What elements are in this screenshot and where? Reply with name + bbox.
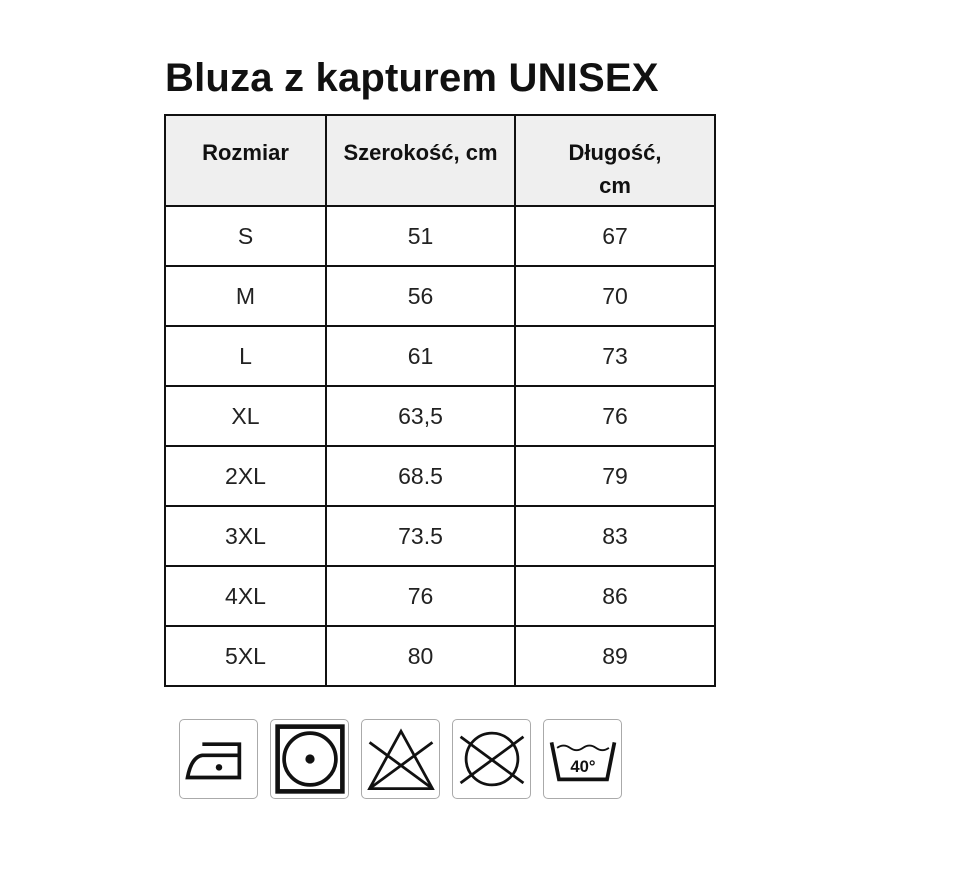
- cell-width: 68.5: [325, 445, 516, 507]
- care-icons: 40°: [179, 719, 622, 799]
- cell-width: 51: [325, 205, 516, 267]
- cell-length: 89: [514, 625, 716, 687]
- header-length: Długość, cm: [514, 114, 716, 207]
- header-length-label: Długość, cm: [568, 140, 662, 198]
- cell-size: XL: [164, 385, 327, 447]
- cell-length: 73: [514, 325, 716, 387]
- table-row: 2XL 68.5 79: [164, 445, 716, 507]
- cell-width: 56: [325, 265, 516, 327]
- cell-length: 83: [514, 505, 716, 567]
- cell-size: 5XL: [164, 625, 327, 687]
- cell-length: 70: [514, 265, 716, 327]
- do-not-bleach-icon: [361, 719, 440, 799]
- cell-size: L: [164, 325, 327, 387]
- cell-size: S: [164, 205, 327, 267]
- cell-size: 3XL: [164, 505, 327, 567]
- cell-width: 76: [325, 565, 516, 627]
- table-row: L 61 73: [164, 325, 716, 387]
- cell-size: M: [164, 265, 327, 327]
- table-row: 4XL 76 86: [164, 565, 716, 627]
- cell-length: 76: [514, 385, 716, 447]
- cell-width: 61: [325, 325, 516, 387]
- cell-width: 63,5: [325, 385, 516, 447]
- table-row: M 56 70: [164, 265, 716, 327]
- page-title: Bluza z kapturem UNISEX: [165, 56, 659, 100]
- header-size: Rozmiar: [164, 114, 327, 207]
- tumble-dry-icon: [270, 719, 349, 799]
- cell-width: 73.5: [325, 505, 516, 567]
- cell-length: 79: [514, 445, 716, 507]
- table-row: 5XL 80 89: [164, 625, 716, 687]
- table-row: XL 63,5 76: [164, 385, 716, 447]
- header-width: Szerokość, cm: [325, 114, 516, 207]
- size-table: Rozmiar Szerokość, cm Długość, cm S 51 67 M…: [164, 114, 716, 687]
- do-not-dry-clean-icon: [452, 719, 531, 799]
- table-row: 3XL 73.5 83: [164, 505, 716, 567]
- cell-length: 67: [514, 205, 716, 267]
- table-header-row: Rozmiar Szerokość, cm Długość, cm: [164, 114, 716, 207]
- cell-size: 4XL: [164, 565, 327, 627]
- header-width-label: Szerokość, cm: [343, 140, 498, 165]
- cell-size: 2XL: [164, 445, 327, 507]
- wash-40-icon: 40°: [543, 719, 622, 799]
- cell-length: 86: [514, 565, 716, 627]
- table-row: S 51 67: [164, 205, 716, 267]
- cell-width: 80: [325, 625, 516, 687]
- wash-temp-label: 40°: [570, 757, 595, 776]
- iron-low-temp-icon: [179, 719, 258, 799]
